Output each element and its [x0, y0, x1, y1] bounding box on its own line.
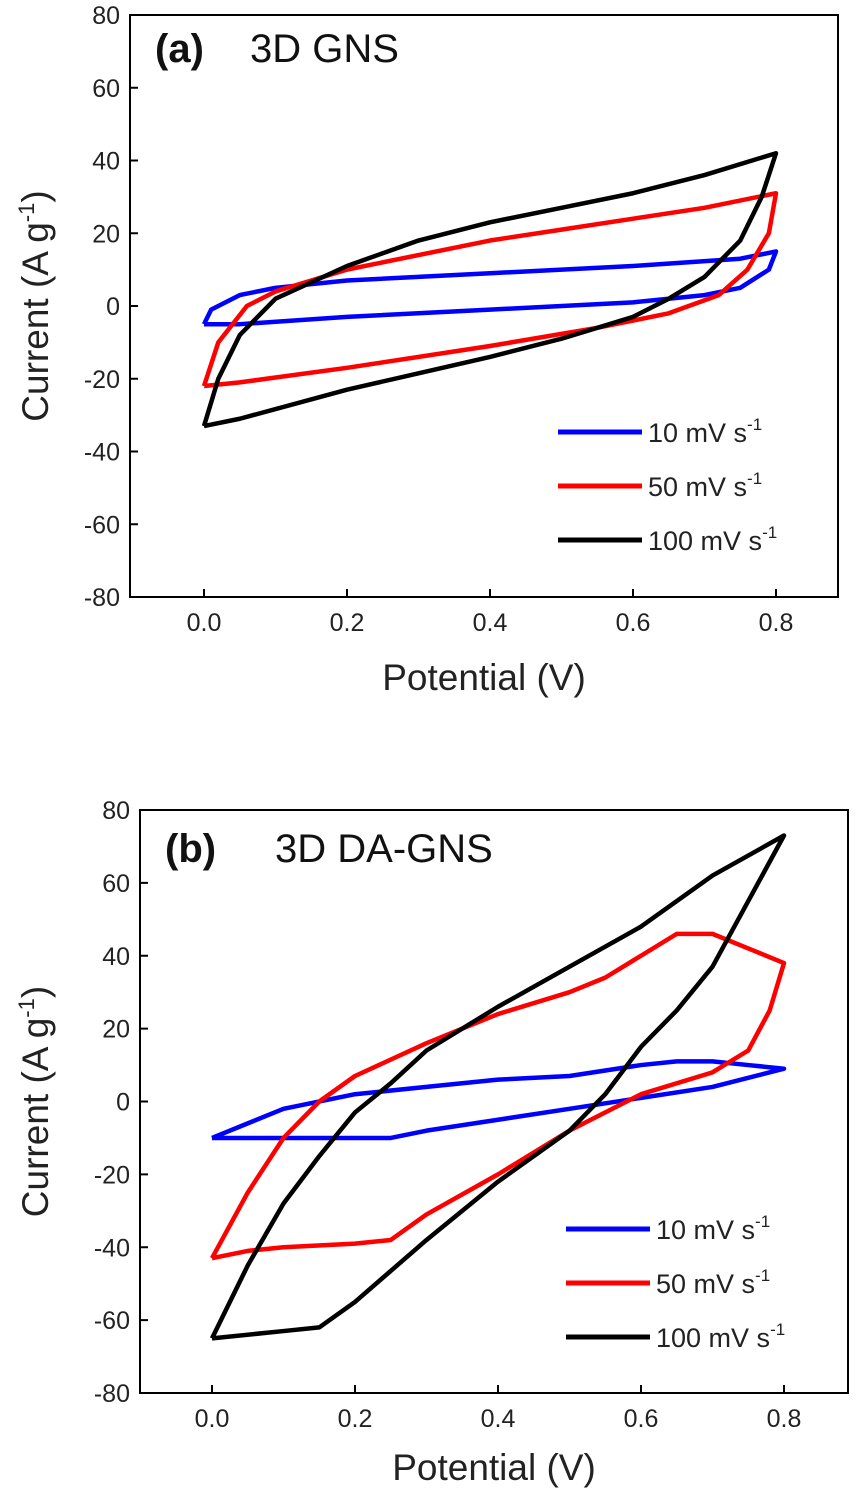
x-tick-label: 0.8: [759, 609, 794, 637]
y-axis-label: Current (A g-1): [14, 190, 56, 421]
panel-a: 0.0 0.2 0.4 0.6 0.8 80 60 40 20 0 -20 -40 -60 -80 10 m…: [14, 2, 839, 698]
y-tick-label: -60: [94, 1307, 130, 1335]
y-tick-label: 40: [102, 943, 130, 971]
y-tick-label: -40: [94, 1234, 130, 1262]
x-tick-label: 0.8: [767, 1405, 802, 1433]
x-tick-label: 0.4: [473, 609, 508, 637]
y-axis-label-end: ): [15, 986, 56, 998]
series-line-1: [201, 190, 779, 389]
x-tick-label: 0.0: [195, 1405, 230, 1433]
panel-b: 0.0 0.2 0.4 0.6 0.8 80 60 40 20 0 -20 -40 -60 -80 10 m…: [14, 797, 849, 1488]
y-tick-label: 60: [92, 75, 120, 103]
series-line-2: [209, 833, 787, 1341]
y-tick-label: -80: [94, 1380, 130, 1408]
plot-frame: [129, 14, 839, 598]
legend-label-text: 10 mV s: [656, 1215, 755, 1245]
legend-label-text: 10 mV s: [648, 418, 747, 448]
x-tick-label: 0.2: [330, 609, 365, 637]
y-tick-label: -40: [84, 439, 120, 467]
legend-label: 10 mV s-1: [656, 1212, 770, 1245]
y-axis-label-sup: -1: [14, 998, 39, 1018]
legend-label-text: 50 mV s: [656, 1269, 755, 1299]
y-tick-label: 20: [102, 1016, 130, 1044]
x-tick-label: 0.4: [481, 1405, 516, 1433]
plot-frame: [139, 809, 849, 1394]
y-axis-label-text: Current (A g: [15, 1018, 56, 1217]
panel-title: 3D DA-GNS: [275, 827, 493, 871]
panel-title: 3D GNS: [250, 27, 399, 71]
series-line-0: [201, 249, 779, 327]
x-tick-label: 0.6: [616, 609, 651, 637]
y-tick-label: -80: [84, 584, 120, 612]
panel-label: (b): [165, 827, 216, 871]
y-tick-label: 80: [102, 797, 130, 825]
legend-label: 50 mV s-1: [648, 469, 762, 502]
y-tick-label: 20: [92, 220, 120, 248]
y-axis-label: Current (A g-1): [14, 986, 56, 1217]
y-tick-label: 80: [92, 2, 120, 30]
legend-label-sup: -1: [747, 469, 762, 488]
y-tick-label: -20: [94, 1161, 130, 1189]
legend-label: 10 mV s-1: [648, 415, 762, 448]
x-tick-label: 0.0: [187, 609, 222, 637]
legend-label-text: 100 mV s: [648, 526, 762, 556]
legend-label-text: 50 mV s: [648, 472, 747, 502]
y-tick-label: -60: [84, 511, 120, 539]
y-axis-label-text: Current (A g: [15, 222, 56, 421]
y-tick-label: 0: [106, 293, 120, 321]
panel-label: (a): [155, 27, 204, 71]
legend-label-sup: -1: [770, 1320, 785, 1339]
legend-label-sup: -1: [762, 523, 777, 542]
legend-label: 50 mV s-1: [656, 1266, 770, 1299]
legend-label-sup: -1: [747, 415, 762, 434]
legend-label: 100 mV s-1: [656, 1320, 785, 1353]
x-tick-label: 0.2: [338, 1405, 373, 1433]
legend-label-text: 100 mV s: [656, 1323, 770, 1353]
y-axis-label-sup: -1: [14, 203, 39, 223]
y-tick-label: 0: [116, 1089, 130, 1117]
y-axis-label-end: ): [15, 190, 56, 202]
series-line-1: [210, 931, 787, 1261]
series-line-2: [201, 150, 779, 429]
legend-label: 100 mV s-1: [648, 523, 777, 556]
y-tick-label: -20: [84, 366, 120, 394]
x-axis-label: Potential (V): [392, 1447, 596, 1488]
y-tick-label: 40: [92, 148, 120, 176]
y-tick-label: 60: [102, 870, 130, 898]
x-tick-label: 0.6: [624, 1405, 659, 1433]
legend-label-sup: -1: [755, 1266, 770, 1285]
legend-label-sup: -1: [755, 1212, 770, 1231]
x-axis-label: Potential (V): [382, 657, 586, 698]
